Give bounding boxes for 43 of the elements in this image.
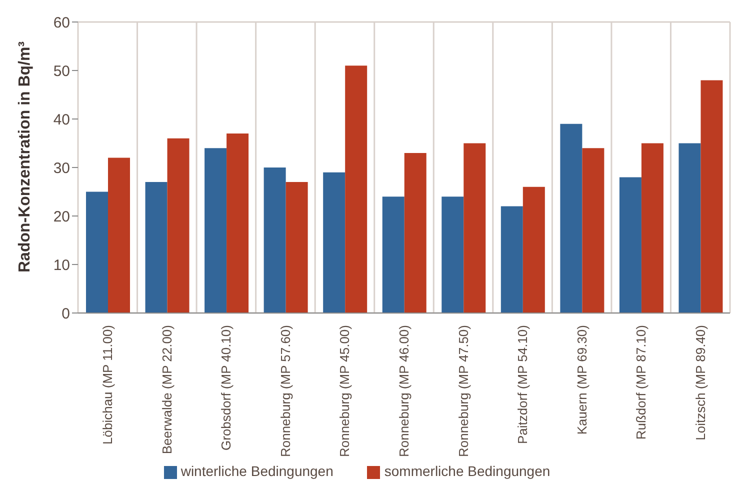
bar (382, 196, 404, 313)
x-tick-label: Loitzsch (MP 89.40) (692, 325, 708, 440)
y-tick-label: 60 (53, 14, 70, 32)
x-tick-label: Kauern (MP 69.30) (574, 325, 590, 435)
y-axis-title: Radon-Konzentration in Bq/m³ (16, 41, 34, 272)
bar (560, 124, 582, 313)
legend-label: sommerliche Bedingungen (384, 463, 550, 479)
bar (464, 143, 486, 313)
bar (323, 172, 346, 313)
bar (582, 148, 604, 313)
y-tick-label: 0 (62, 305, 70, 322)
y-tick-label: 10 (53, 256, 70, 274)
bar (86, 192, 108, 313)
x-tick-label: Beerwalde (MP 22.00) (159, 325, 174, 454)
bar (204, 148, 227, 313)
bar (442, 196, 464, 313)
x-tick-label: Grobsdorf (MP 40.10) (218, 325, 234, 450)
y-tick-label: 30 (53, 160, 70, 177)
bar (641, 143, 664, 313)
x-tick-label: Ronneburg (MP 45.00) (337, 325, 352, 458)
x-tick-label: Rußdorf (MP 87.10) (634, 325, 649, 440)
x-tick-label: Löbichau (MP 11.00) (100, 325, 116, 444)
bar (700, 80, 723, 313)
bar (286, 182, 308, 313)
bar (345, 66, 368, 313)
bar (264, 168, 286, 313)
bar (522, 186, 545, 313)
bar (678, 143, 701, 313)
y-tick-label: 20 (53, 208, 70, 226)
bar (619, 177, 642, 313)
legend-label: winterliche Bedingungen (180, 463, 334, 479)
y-tick-label: 50 (53, 62, 70, 80)
bar (404, 152, 426, 313)
bar (500, 206, 523, 313)
x-tick-label: Ronneburg (MP 57.60) (278, 325, 293, 458)
x-tick-label: Ronneburg (MP 46.00) (396, 325, 412, 458)
bar (108, 158, 130, 313)
bar (145, 182, 168, 313)
x-tick-label: Paitzdorf (MP 54.10) (515, 325, 530, 444)
x-tick-label: Ronneburg (MP 47.50) (456, 325, 471, 458)
bar (167, 138, 190, 313)
bar (226, 134, 249, 313)
y-tick-label: 40 (53, 111, 70, 128)
